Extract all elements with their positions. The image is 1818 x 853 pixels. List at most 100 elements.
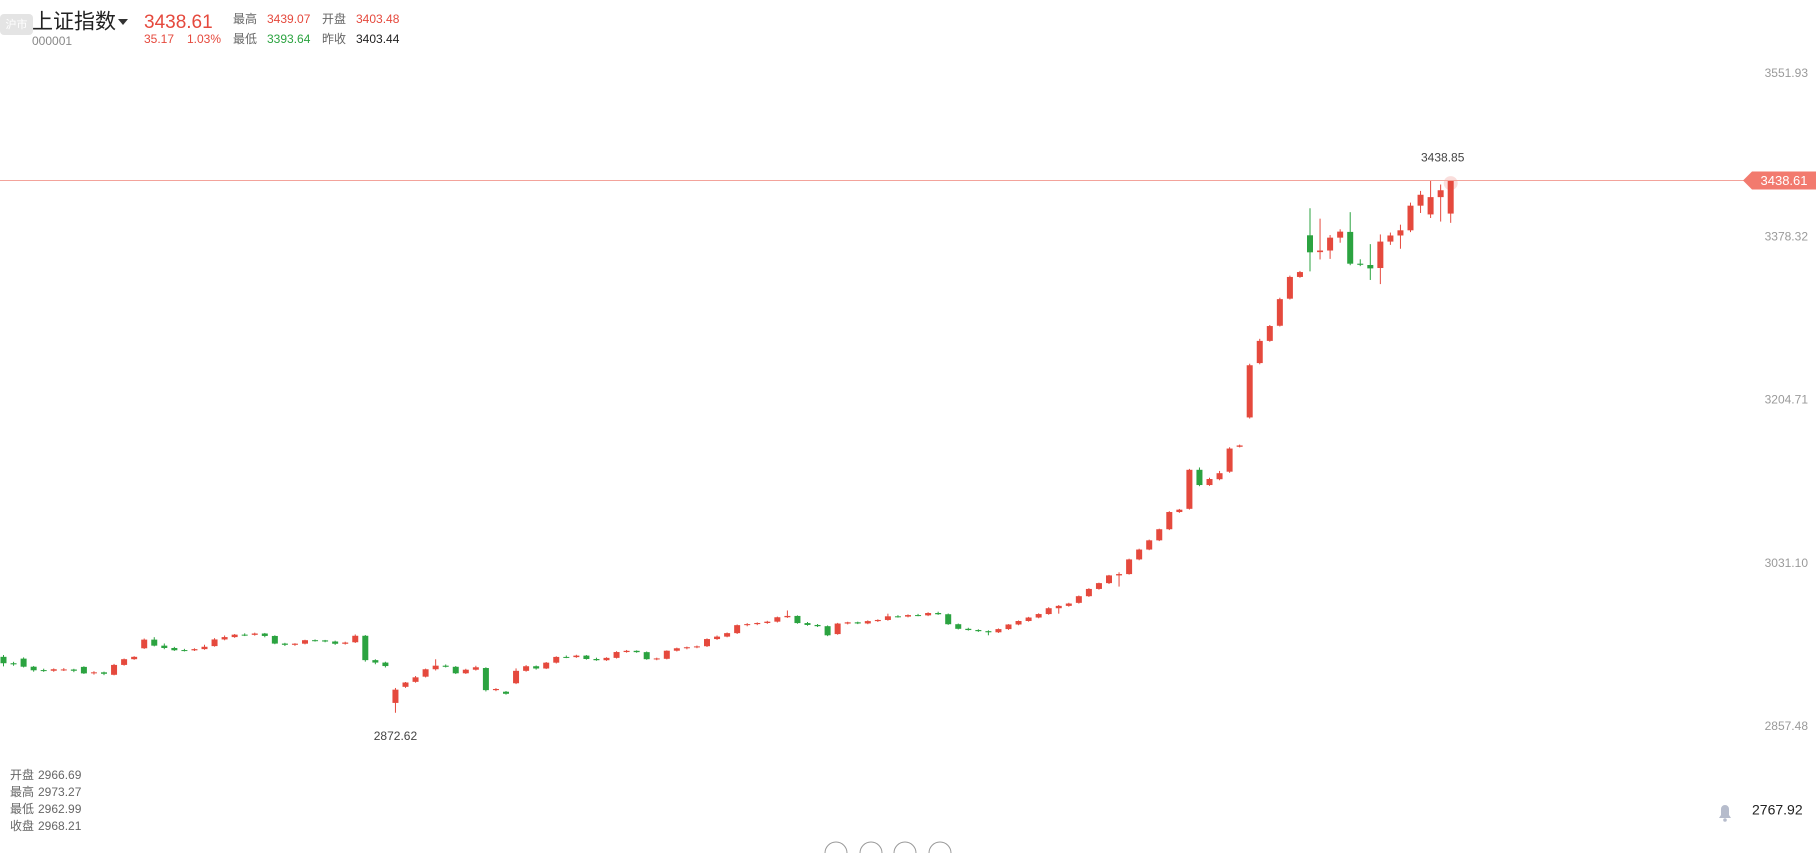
candle-body bbox=[221, 637, 228, 640]
candle-body bbox=[764, 621, 771, 623]
stat-value: 3403.44 bbox=[356, 32, 400, 46]
candle-body bbox=[362, 635, 369, 661]
candle-body bbox=[422, 669, 429, 677]
candle-body bbox=[10, 663, 17, 665]
candle-body bbox=[1055, 605, 1062, 609]
market-badge-text: 沪市 bbox=[6, 17, 28, 31]
candle-body bbox=[583, 655, 590, 659]
candle-body bbox=[834, 623, 841, 635]
candle-body bbox=[0, 656, 7, 664]
candle-body bbox=[553, 656, 560, 663]
candle-body bbox=[1156, 529, 1163, 541]
prev-button[interactable] bbox=[859, 841, 883, 853]
candle-body bbox=[955, 624, 962, 629]
candle-body bbox=[412, 677, 419, 682]
candle-body bbox=[673, 648, 680, 651]
candle-body bbox=[945, 614, 952, 625]
candle-body bbox=[1367, 265, 1374, 269]
stat-value: 3403.48 bbox=[356, 12, 400, 26]
price: 3438.61 bbox=[144, 12, 213, 33]
candle-body bbox=[1216, 473, 1223, 480]
alert-bell[interactable] bbox=[1719, 805, 1731, 822]
candle-body bbox=[131, 656, 138, 660]
candle-body bbox=[794, 615, 801, 624]
candle-body bbox=[1407, 205, 1414, 231]
candle-body bbox=[663, 650, 670, 659]
dropdown-arrow[interactable] bbox=[118, 19, 128, 25]
candle-body bbox=[643, 652, 650, 660]
candle-body bbox=[1266, 326, 1273, 341]
candle-body bbox=[543, 662, 550, 669]
candle-body bbox=[1196, 469, 1203, 486]
stat-label: 开盘 bbox=[322, 11, 346, 26]
y-tick-label: 3378.32 bbox=[1765, 229, 1809, 243]
last-glow bbox=[1443, 176, 1458, 191]
info-label: 最低 bbox=[10, 802, 34, 816]
candle-body bbox=[291, 643, 298, 645]
candle-body bbox=[1437, 190, 1444, 198]
candle-body bbox=[593, 658, 600, 661]
candle-body bbox=[1005, 624, 1012, 630]
candle-body bbox=[1256, 340, 1263, 364]
candle-body bbox=[1075, 596, 1082, 603]
next-button[interactable] bbox=[893, 841, 917, 853]
candle-body bbox=[121, 659, 128, 665]
candle-body bbox=[1176, 509, 1183, 513]
candle-body bbox=[1447, 180, 1454, 214]
candle-body bbox=[30, 666, 37, 671]
bottom-value: 2767.92 bbox=[1752, 802, 1803, 818]
candle-body bbox=[442, 665, 449, 667]
candle-body bbox=[101, 672, 107, 674]
candle-body bbox=[1025, 617, 1032, 622]
candle-body bbox=[271, 635, 278, 644]
candle-body bbox=[1427, 197, 1434, 215]
info-label: 最高 bbox=[10, 784, 34, 799]
candle-body bbox=[1246, 365, 1253, 418]
candle-body bbox=[1347, 231, 1354, 264]
min-label: 2872.62 bbox=[374, 729, 418, 743]
candle-body bbox=[905, 615, 911, 617]
candle-body bbox=[965, 628, 972, 631]
candle-body bbox=[1035, 614, 1042, 618]
candle-body bbox=[111, 664, 118, 675]
candle-body bbox=[935, 613, 942, 615]
candle-body bbox=[462, 669, 469, 674]
candle-body bbox=[322, 640, 329, 642]
candle-body bbox=[1236, 445, 1243, 447]
info-label: 收盘 bbox=[10, 818, 34, 833]
change-pct: 1.03% bbox=[187, 32, 221, 46]
zoom-out-button[interactable] bbox=[824, 841, 848, 853]
candle-body bbox=[653, 658, 660, 660]
candle-body bbox=[1095, 583, 1102, 589]
candle-body bbox=[523, 666, 530, 671]
index-name[interactable]: 上证指数 bbox=[32, 11, 116, 34]
index-code: 000001 bbox=[32, 34, 72, 48]
candle-body bbox=[744, 624, 751, 626]
candle-body bbox=[1327, 237, 1334, 251]
change: 35.17 bbox=[144, 32, 174, 46]
candle-body bbox=[20, 658, 27, 667]
candle-body bbox=[1085, 588, 1092, 597]
candle-body bbox=[1276, 299, 1283, 326]
candle-body bbox=[201, 646, 208, 650]
stat-label: 最高 bbox=[233, 11, 257, 26]
candle-body bbox=[352, 635, 359, 643]
candle-body bbox=[251, 633, 258, 635]
info-label: 开盘 bbox=[10, 767, 34, 782]
candle-body bbox=[1296, 272, 1303, 277]
candle-body bbox=[1015, 621, 1022, 625]
zoom-in-button[interactable] bbox=[928, 841, 952, 853]
candle-body bbox=[90, 672, 97, 674]
candle-body bbox=[1186, 469, 1193, 509]
candle-body bbox=[985, 631, 992, 633]
candle-body bbox=[613, 652, 620, 658]
candle-body bbox=[312, 640, 319, 642]
candle-body bbox=[724, 633, 731, 637]
info-value: 2966.69 bbox=[38, 768, 82, 782]
stat-value: 3439.07 bbox=[267, 12, 311, 26]
candle-body bbox=[925, 613, 932, 616]
candle-body bbox=[503, 691, 509, 694]
candle-body bbox=[382, 662, 389, 667]
